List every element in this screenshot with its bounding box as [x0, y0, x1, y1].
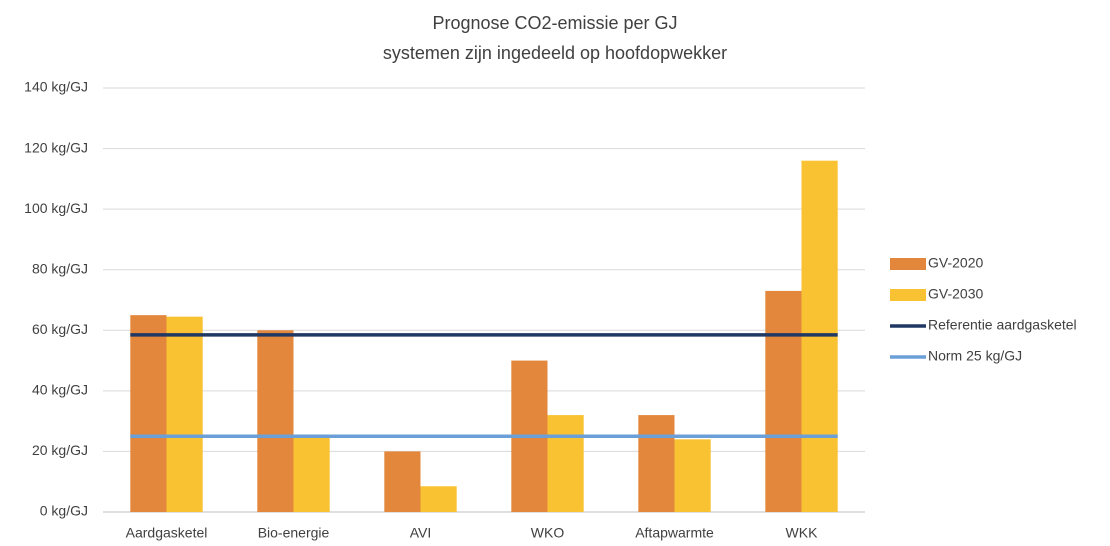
y-tick-label: 100 kg/GJ	[24, 200, 88, 216]
chart-title: Prognose CO2-emissie per GJ	[432, 13, 677, 33]
legend-label: Norm 25 kg/GJ	[928, 348, 1022, 364]
bar	[547, 415, 584, 512]
bar	[638, 415, 675, 512]
legend-label: GV-2020	[928, 255, 983, 271]
y-tick-label: 0 kg/GJ	[40, 503, 88, 519]
bar	[420, 486, 457, 512]
y-tick-label: 20 kg/GJ	[32, 442, 88, 458]
x-tick-label: AVI	[410, 525, 432, 541]
y-tick-label: 80 kg/GJ	[32, 260, 88, 276]
x-tick-label: Bio-energie	[258, 525, 330, 541]
y-tick-label: 60 kg/GJ	[32, 321, 88, 337]
chart-subtitle: systemen zijn ingedeeld op hoofdopwekker	[383, 43, 727, 63]
bar	[384, 451, 421, 512]
bar	[130, 315, 167, 512]
bar	[293, 436, 330, 512]
y-tick-label: 140 kg/GJ	[24, 79, 88, 95]
bar	[674, 439, 711, 512]
bar	[166, 316, 203, 512]
legend-label: GV-2030	[928, 286, 983, 302]
x-tick-label: Aftapwarmte	[635, 525, 714, 541]
y-tick-label: 40 kg/GJ	[32, 382, 88, 398]
legend-label: Referentie aardgasketel	[928, 317, 1077, 333]
x-tick-label: WKK	[786, 525, 819, 541]
legend-swatch	[890, 258, 926, 270]
y-tick-label: 120 kg/GJ	[24, 139, 88, 155]
x-tick-label: WKO	[531, 525, 565, 541]
legend-swatch	[890, 289, 926, 301]
bar	[257, 330, 294, 512]
bar	[765, 290, 802, 512]
x-tick-label: Aardgasketel	[126, 525, 208, 541]
